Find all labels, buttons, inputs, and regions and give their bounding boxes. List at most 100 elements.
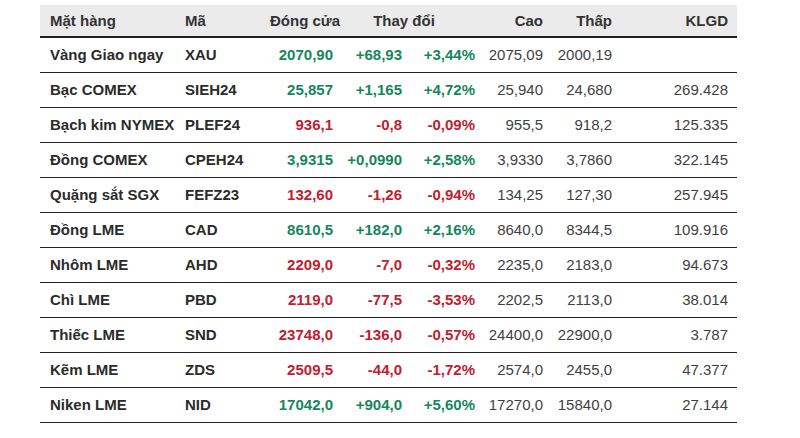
cell-high: 25,940	[475, 72, 543, 107]
cell-change_pct: -0,57%	[402, 317, 475, 352]
cell-change_pct: +5,60%	[402, 387, 475, 422]
cell-change: -44,0	[333, 352, 402, 387]
cell-volume: 27.144	[612, 387, 737, 422]
cell-volume: 322.145	[612, 142, 737, 177]
cell-volume	[612, 37, 737, 72]
table-row[interactable]: Nhôm LMEAHD2209,0-7,0-0,32%2235,02183,09…	[40, 247, 737, 282]
table-row[interactable]: Quặng sắt SGXFEFZ23132,60-1,26-0,94%134,…	[40, 177, 737, 212]
cell-low: 2183,0	[543, 247, 612, 282]
cell-low: 8344,5	[543, 212, 612, 247]
column-header-close: Đóng cửa	[270, 5, 333, 37]
cell-change: -77,5	[333, 282, 402, 317]
cell-volume: 3.787	[612, 317, 737, 352]
table-row[interactable]: Đồng LMECAD8610,5+182,0+2,16%8640,08344,…	[40, 212, 737, 247]
cell-change_pct: -0,94%	[402, 177, 475, 212]
cell-commodity: Đồng LME	[40, 212, 185, 247]
column-header-change: Thay đổi	[333, 5, 475, 37]
cell-low: 2455,0	[543, 352, 612, 387]
cell-close: 2509,5	[270, 352, 333, 387]
cell-change: +904,0	[333, 387, 402, 422]
table-row[interactable]: Thiếc LMESND23748,0-136,0-0,57%24400,022…	[40, 317, 737, 352]
cell-low: 918,2	[543, 107, 612, 142]
cell-code: CPEH24	[185, 142, 270, 177]
cell-close: 2119,0	[270, 282, 333, 317]
cell-code: AHD	[185, 247, 270, 282]
column-header-high: Cao	[475, 5, 543, 37]
table-row[interactable]: Bạc COMEXSIEH2425,857+1,165+4,72%25,9402…	[40, 72, 737, 107]
cell-commodity: Chì LME	[40, 282, 185, 317]
cell-change: +1,165	[333, 72, 402, 107]
cell-commodity: Niken LME	[40, 387, 185, 422]
cell-high: 2075,09	[475, 37, 543, 72]
cell-change_pct: -3,53%	[402, 282, 475, 317]
cell-low: 2000,19	[543, 37, 612, 72]
cell-commodity: Đồng COMEX	[40, 142, 185, 177]
cell-high: 3,9330	[475, 142, 543, 177]
cell-change_pct: +2,16%	[402, 212, 475, 247]
cell-high: 134,25	[475, 177, 543, 212]
table-header: Mặt hàng Mã Đóng cửa Thay đổi Cao Thấp K…	[40, 5, 737, 37]
column-header-code: Mã	[185, 5, 270, 37]
cell-volume: 47.377	[612, 352, 737, 387]
table-row[interactable]: Chì LMEPBD2119,0-77,5-3,53%2202,52113,03…	[40, 282, 737, 317]
cell-code: ZDS	[185, 352, 270, 387]
cell-change: -1,26	[333, 177, 402, 212]
cell-change_pct: +3,44%	[402, 37, 475, 72]
cell-change: +0,0990	[333, 142, 402, 177]
cell-code: CAD	[185, 212, 270, 247]
cell-high: 2235,0	[475, 247, 543, 282]
column-header-volume: KLGD	[612, 5, 737, 37]
column-header-commodity: Mặt hàng	[40, 5, 185, 37]
table-row[interactable]: Niken LMENID17042,0+904,0+5,60%17270,015…	[40, 387, 737, 422]
cell-close: 936,1	[270, 107, 333, 142]
commodity-price-table-wrap: Mặt hàng Mã Đóng cửa Thay đổi Cao Thấp K…	[40, 5, 737, 423]
cell-code: PLEF24	[185, 107, 270, 142]
cell-volume: 38.014	[612, 282, 737, 317]
cell-commodity: Thiếc LME	[40, 317, 185, 352]
cell-close: 132,60	[270, 177, 333, 212]
cell-commodity: Vàng Giao ngay	[40, 37, 185, 72]
cell-volume: 269.428	[612, 72, 737, 107]
cell-code: XAU	[185, 37, 270, 72]
cell-change_pct: +4,72%	[402, 72, 475, 107]
cell-close: 2209,0	[270, 247, 333, 282]
cell-code: NID	[185, 387, 270, 422]
cell-commodity: Bạch kim NYMEX	[40, 107, 185, 142]
cell-change: -7,0	[333, 247, 402, 282]
cell-change: -136,0	[333, 317, 402, 352]
cell-high: 24400,0	[475, 317, 543, 352]
cell-low: 2113,0	[543, 282, 612, 317]
cell-commodity: Kẽm LME	[40, 352, 185, 387]
cell-close: 23748,0	[270, 317, 333, 352]
cell-change_pct: -0,32%	[402, 247, 475, 282]
cell-low: 3,7860	[543, 142, 612, 177]
cell-commodity: Quặng sắt SGX	[40, 177, 185, 212]
cell-close: 17042,0	[270, 387, 333, 422]
cell-close: 8610,5	[270, 212, 333, 247]
column-header-low: Thấp	[543, 5, 612, 37]
cell-change: +68,93	[333, 37, 402, 72]
cell-close: 3,9315	[270, 142, 333, 177]
cell-high: 2202,5	[475, 282, 543, 317]
cell-high: 8640,0	[475, 212, 543, 247]
cell-change_pct: -0,09%	[402, 107, 475, 142]
cell-close: 2070,90	[270, 37, 333, 72]
cell-code: PBD	[185, 282, 270, 317]
cell-low: 127,30	[543, 177, 612, 212]
table-row[interactable]: Đồng COMEXCPEH243,9315+0,0990+2,58%3,933…	[40, 142, 737, 177]
cell-low: 24,680	[543, 72, 612, 107]
cell-high: 955,5	[475, 107, 543, 142]
table-header-row: Mặt hàng Mã Đóng cửa Thay đổi Cao Thấp K…	[40, 5, 737, 37]
cell-low: 22900,0	[543, 317, 612, 352]
cell-low: 15840,0	[543, 387, 612, 422]
cell-commodity: Nhôm LME	[40, 247, 185, 282]
cell-change_pct: -1,72%	[402, 352, 475, 387]
cell-close: 25,857	[270, 72, 333, 107]
cell-volume: 257.945	[612, 177, 737, 212]
cell-code: FEFZ23	[185, 177, 270, 212]
cell-change: -0,8	[333, 107, 402, 142]
table-row[interactable]: Bạch kim NYMEXPLEF24936,1-0,8-0,09%955,5…	[40, 107, 737, 142]
cell-change: +182,0	[333, 212, 402, 247]
table-row[interactable]: Kẽm LMEZDS2509,5-44,0-1,72%2574,02455,04…	[40, 352, 737, 387]
table-row[interactable]: Vàng Giao ngayXAU2070,90+68,93+3,44%2075…	[40, 37, 737, 72]
